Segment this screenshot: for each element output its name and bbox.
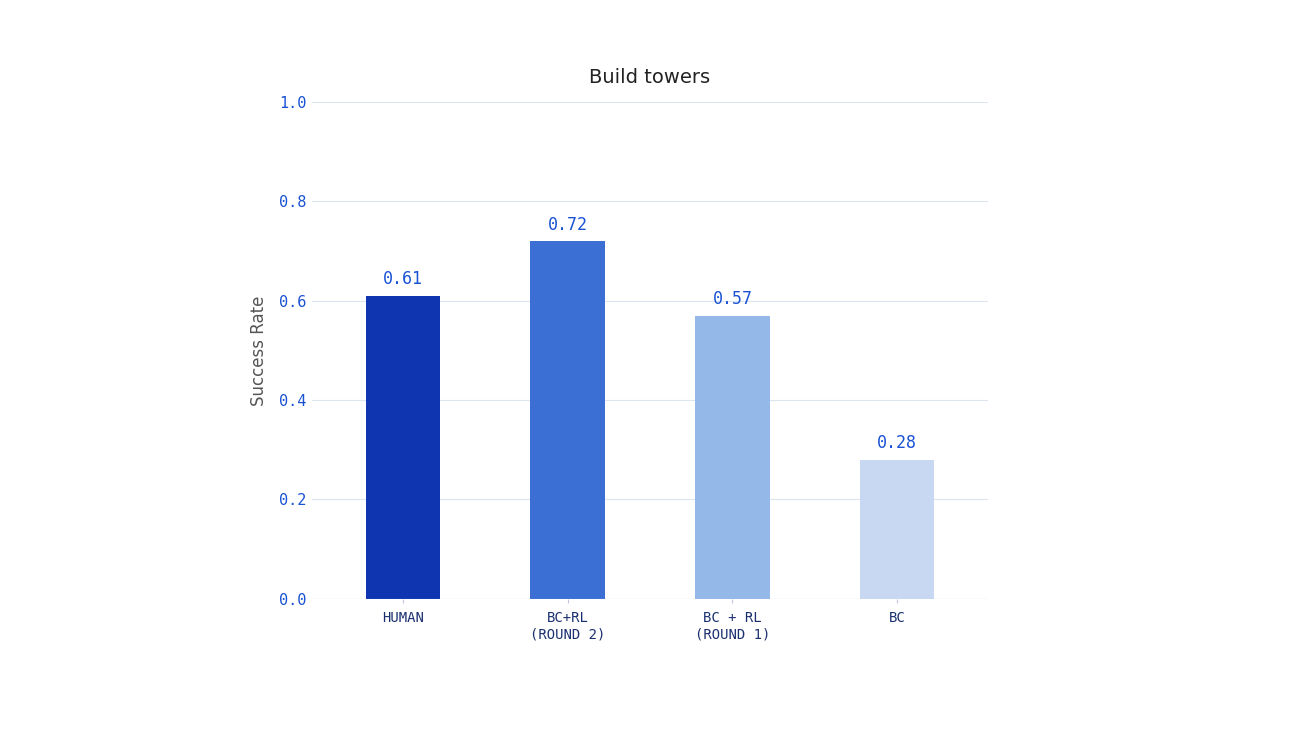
Bar — [365, 296, 439, 599]
Text: 0.28: 0.28 — [878, 434, 918, 452]
Bar — [530, 241, 604, 599]
Text: 0.57: 0.57 — [712, 291, 753, 308]
Bar — [861, 460, 935, 599]
Y-axis label: Success Rate: Success Rate — [250, 295, 268, 406]
Text: 0.72: 0.72 — [547, 216, 588, 234]
Bar — [696, 315, 770, 599]
Title: Build towers: Build towers — [589, 68, 711, 87]
Text: 0.61: 0.61 — [382, 270, 422, 288]
